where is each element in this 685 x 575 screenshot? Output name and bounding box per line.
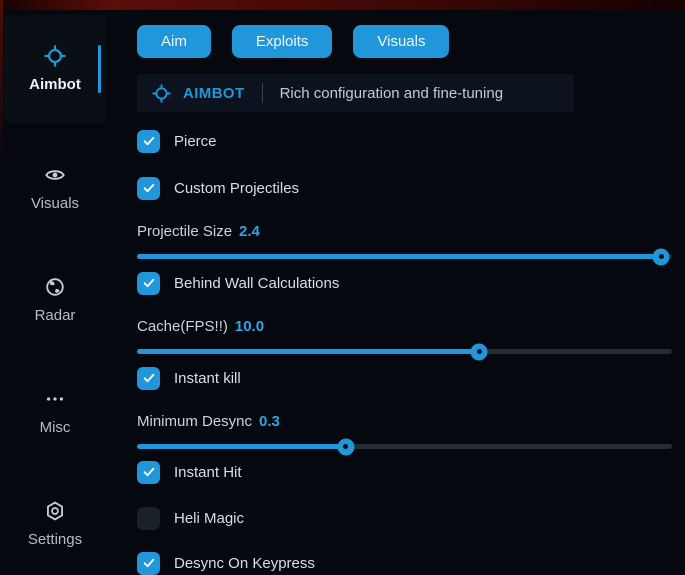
slider-handle[interactable]: [652, 248, 670, 265]
slider-label: Minimum Desync: [137, 412, 253, 430]
checkbox[interactable]: [137, 551, 160, 575]
header-divider: [261, 83, 263, 103]
crosshair-icon: [152, 83, 171, 103]
checkbox[interactable]: [137, 271, 160, 295]
checkbox-row-heli-magic[interactable]: Heli Magic: [137, 506, 672, 530]
section-subtitle: Rich configuration and fine-tuning: [279, 84, 504, 102]
checkbox-label: Instant Hit: [174, 463, 242, 481]
sidebar-item-label: Misc: [39, 419, 71, 436]
slider-track[interactable]: [137, 343, 672, 360]
section-title: AIMBOT: [183, 84, 245, 102]
checkmark-icon: [143, 136, 154, 146]
tab-bar: Aim Exploits Visuals: [137, 25, 450, 58]
slider-value: 2.4: [239, 222, 260, 240]
checkbox-label: Heli Magic: [174, 509, 245, 527]
sidebar-item-visuals[interactable]: Visuals: [0, 158, 110, 218]
checkbox-row-instant-kill[interactable]: Instant kill: [137, 366, 672, 390]
checkbox-row-instant-hit[interactable]: Instant Hit: [137, 460, 672, 484]
globe-icon: [44, 276, 66, 298]
sidebar-item-misc[interactable]: Misc: [0, 382, 110, 442]
slider-track[interactable]: [137, 248, 672, 265]
sidebar-item-aimbot[interactable]: Aimbot: [4, 15, 106, 123]
sidebar-item-label: Radar: [34, 307, 76, 324]
tab-aim[interactable]: Aim: [137, 25, 211, 58]
slider-row-minimum-desync: Minimum Desync 0.3: [137, 412, 672, 455]
checkbox-row-behind-wall-calculations[interactable]: Behind Wall Calculations: [137, 271, 672, 295]
checkbox-label: Custom Projectiles: [174, 179, 300, 197]
slider-track[interactable]: [137, 438, 672, 455]
sidebar-item-label: Settings: [27, 531, 83, 548]
checkbox[interactable]: [137, 176, 160, 200]
checkbox-label: Pierce: [174, 132, 217, 150]
slider-fill: [137, 254, 662, 259]
active-indicator: [98, 45, 101, 93]
section-header: AIMBOT Rich configuration and fine-tunin…: [137, 74, 574, 112]
eye-icon: [44, 164, 66, 186]
sidebar-item-label: Aimbot: [29, 76, 81, 93]
slider-label: Cache(FPS!!): [137, 317, 228, 335]
checkbox-row-desync-on-keypress[interactable]: Desync On Keypress: [137, 551, 672, 575]
slider-fill: [137, 444, 346, 449]
ellipsis-icon: [44, 388, 66, 410]
checkmark-icon: [143, 183, 154, 193]
checkbox[interactable]: [137, 366, 160, 390]
checkmark-icon: [143, 373, 154, 383]
sidebar-item-settings[interactable]: Settings: [0, 494, 110, 554]
checkbox[interactable]: [137, 506, 160, 530]
slider-row-cache-fps-: Cache(FPS!!) 10.0: [137, 317, 672, 360]
checkbox[interactable]: [137, 460, 160, 484]
checkbox-row-pierce[interactable]: Pierce: [137, 129, 672, 153]
slider-handle[interactable]: [337, 438, 355, 455]
slider-handle[interactable]: [470, 343, 488, 360]
tab-exploits[interactable]: Exploits: [231, 25, 333, 58]
gear-icon: [44, 500, 66, 522]
checkbox-row-custom-projectiles[interactable]: Custom Projectiles: [137, 176, 672, 200]
checkbox-label: Desync On Keypress: [174, 554, 315, 572]
checkmark-icon: [143, 278, 154, 288]
crosshair-icon: [44, 45, 66, 67]
checkmark-icon: [143, 558, 154, 568]
tab-visuals[interactable]: Visuals: [353, 25, 450, 58]
checkbox-label: Behind Wall Calculations: [174, 274, 340, 292]
sidebar-item-label: Visuals: [30, 195, 80, 212]
slider-label: Projectile Size: [137, 222, 233, 240]
window-left-red-edge: [0, 0, 3, 170]
checkmark-icon: [143, 467, 154, 477]
sidebar: Aimbot Visuals Radar Misc Settings: [0, 0, 112, 575]
slider-value: 10.0: [234, 317, 265, 335]
sidebar-item-radar[interactable]: Radar: [0, 270, 110, 330]
slider-value: 0.3: [259, 412, 280, 430]
slider-row-projectile-size: Projectile Size 2.4: [137, 222, 672, 265]
slider-fill: [137, 349, 480, 354]
main-panel: Aim Exploits Visuals AIMBOT Rich configura…: [137, 0, 672, 575]
checkbox-label: Instant kill: [174, 369, 241, 387]
window-top-red-bar: [0, 0, 685, 10]
checkbox[interactable]: [137, 129, 160, 153]
